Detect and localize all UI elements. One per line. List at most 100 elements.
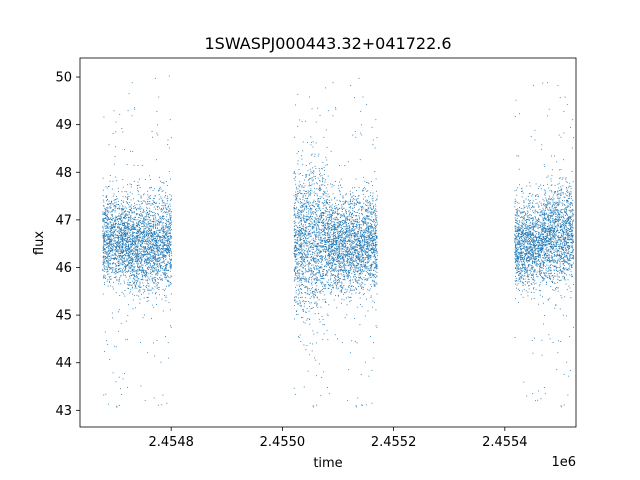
data-point: [307, 318, 309, 320]
data-point: [123, 236, 125, 238]
data-point: [153, 218, 155, 220]
data-point: [113, 232, 115, 233]
data-point: [137, 265, 139, 267]
data-point: [142, 245, 144, 247]
data-point: [309, 163, 310, 165]
data-point: [132, 232, 134, 234]
data-point: [137, 191, 139, 193]
data-point: [150, 236, 152, 238]
data-point: [305, 234, 307, 236]
data-point: [319, 274, 321, 276]
data-point: [163, 274, 165, 276]
data-point: [165, 207, 167, 209]
data-point: [144, 248, 146, 250]
data-point: [110, 260, 111, 261]
data-point: [117, 234, 119, 236]
data-point: [296, 216, 298, 218]
data-point: [164, 231, 166, 233]
data-point: [160, 254, 162, 255]
data-point: [152, 278, 154, 280]
data-point: [140, 269, 142, 271]
data-point: [153, 271, 155, 273]
data-point: [137, 190, 139, 192]
data-point: [143, 254, 145, 256]
data-point: [155, 213, 157, 214]
data-point: [143, 250, 144, 252]
data-point: [154, 255, 156, 257]
data-point: [301, 258, 303, 260]
data-point: [116, 244, 118, 246]
data-point: [140, 228, 142, 229]
data-point: [132, 233, 134, 235]
data-point: [111, 267, 113, 269]
data-point: [155, 216, 157, 218]
data-point: [127, 260, 129, 262]
data-point: [310, 202, 311, 204]
data-point: [305, 200, 307, 202]
data-point: [317, 272, 319, 274]
data-point: [307, 197, 309, 199]
data-point: [154, 254, 156, 256]
data-point: [128, 195, 130, 197]
data-point: [340, 260, 342, 262]
data-point: [162, 272, 164, 274]
data-point: [307, 211, 309, 213]
data-point: [128, 245, 130, 247]
data-point: [153, 217, 155, 219]
data-point: [125, 320, 127, 322]
data-point: [122, 271, 124, 273]
data-point: [131, 258, 133, 260]
data-point: [151, 266, 153, 268]
data-point: [332, 221, 334, 223]
data-point: [294, 269, 295, 271]
data-point: [315, 203, 317, 205]
data-point: [161, 204, 163, 206]
data-point: [108, 255, 110, 257]
data-point: [104, 268, 106, 269]
data-point: [108, 263, 110, 265]
data-point: [309, 297, 311, 299]
data-point: [123, 222, 125, 224]
data-point: [128, 251, 130, 252]
data-point: [104, 240, 106, 242]
data-point: [140, 196, 142, 198]
data-point: [122, 216, 124, 218]
data-point: [122, 241, 124, 243]
data-point: [163, 250, 165, 252]
data-point: [308, 179, 310, 180]
data-point: [374, 258, 376, 260]
data-point: [108, 253, 110, 255]
data-point: [297, 212, 298, 214]
data-point: [104, 212, 106, 214]
data-point: [299, 184, 301, 186]
data-point: [105, 242, 107, 244]
data-point: [315, 177, 317, 179]
data-point: [129, 230, 131, 231]
data-point: [124, 269, 126, 271]
data-point: [152, 257, 154, 259]
data-point: [293, 171, 295, 173]
data-point: [308, 301, 310, 302]
data-point: [133, 237, 135, 239]
data-point: [160, 253, 162, 255]
data-point: [325, 232, 327, 234]
data-point: [312, 287, 313, 289]
data-point: [107, 279, 109, 281]
data-point: [164, 211, 165, 213]
data-point: [110, 204, 112, 206]
data-point: [316, 253, 318, 255]
data-point: [325, 228, 327, 230]
data-point: [155, 260, 157, 262]
data-point: [302, 253, 303, 255]
data-point: [123, 262, 125, 264]
data-point: [315, 261, 317, 263]
data-point: [151, 252, 153, 254]
data-point: [294, 239, 296, 240]
data-point: [302, 233, 304, 234]
data-point: [126, 213, 127, 215]
data-point: [306, 278, 308, 280]
data-point: [304, 235, 305, 237]
data-point: [129, 277, 131, 279]
data-point: [324, 240, 326, 241]
data-point: [120, 251, 122, 253]
